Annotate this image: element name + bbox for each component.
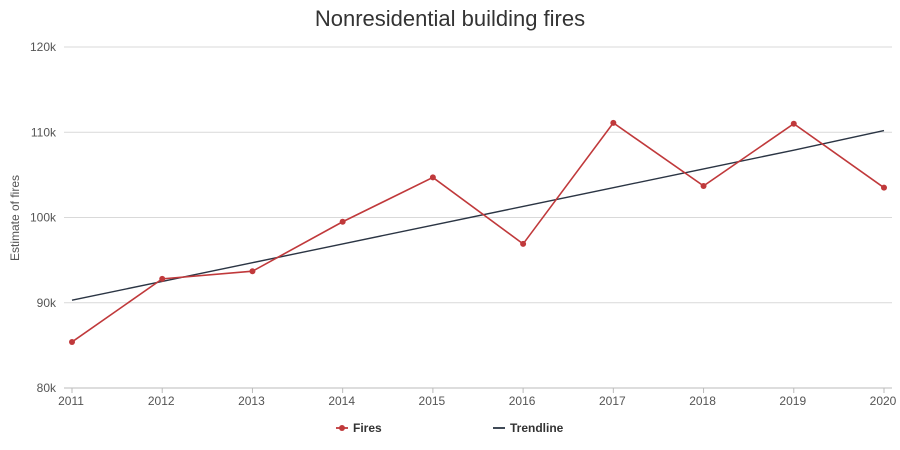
data-point	[69, 338, 75, 345]
x-tick-label: 2019	[779, 394, 806, 408]
x-tick-label: 2011	[58, 394, 84, 408]
series-trendline	[71, 129, 885, 301]
legend-marker	[339, 425, 345, 431]
y-tick-label: 90k	[37, 296, 57, 310]
legend-item-fires: Fires	[336, 421, 382, 435]
legend: Fires Trendline	[336, 421, 564, 435]
x-tick-label: 2018	[689, 394, 716, 408]
data-point	[700, 182, 707, 189]
data-point	[249, 268, 256, 275]
y-axis-title: Estimate of fires	[8, 175, 22, 261]
y-tick-label: 110k	[31, 125, 57, 139]
x-axis-tick-labels: 2011 2012 2013 2014 2015 2016 2017 2018 2019 2020	[58, 388, 897, 408]
data-point	[520, 240, 527, 247]
x-tick-label: 2016	[509, 394, 536, 408]
y-tick-label: 120k	[30, 40, 57, 54]
series-line-fires	[71, 121, 885, 343]
legend-item-trendline: Trendline	[493, 421, 564, 435]
data-point	[881, 184, 887, 191]
data-point	[159, 275, 166, 282]
series-fires	[69, 119, 887, 345]
legend-label: Fires	[353, 421, 382, 435]
x-tick-label: 2015	[419, 394, 446, 408]
y-axis-tick-labels: 80k 90k 100k 110k 120k	[30, 40, 57, 395]
x-tick-label: 2020	[870, 394, 897, 408]
data-point	[339, 218, 346, 225]
x-tick-label: 2012	[148, 394, 175, 408]
series-lines	[69, 119, 887, 345]
series-line-trendline	[71, 129, 885, 301]
data-point	[790, 120, 797, 127]
gridlines	[64, 46, 892, 389]
x-tick-label: 2013	[238, 394, 265, 408]
data-point	[610, 119, 617, 126]
y-tick-label: 100k	[30, 211, 57, 225]
data-point	[429, 174, 436, 181]
x-tick-label: 2017	[599, 394, 626, 408]
x-tick-label: 2014	[328, 394, 355, 408]
y-tick-label: 80k	[37, 381, 57, 395]
legend-label: Trendline	[510, 421, 564, 435]
chart-title: Nonresidential building fires	[314, 6, 586, 31]
